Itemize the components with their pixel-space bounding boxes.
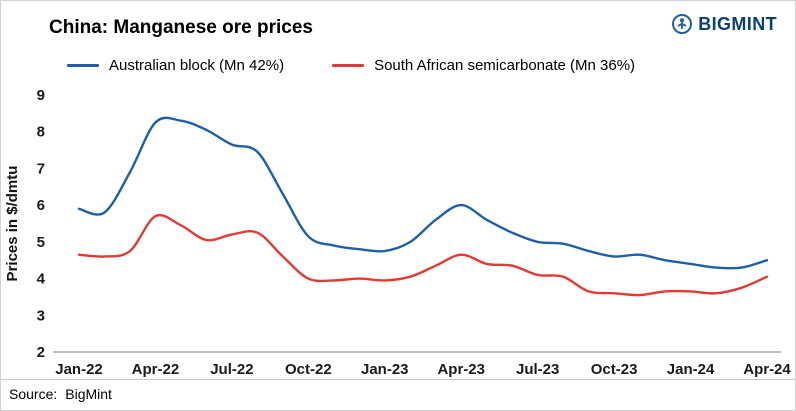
svg-text:Jan-24: Jan-24 [667, 361, 715, 378]
legend-label-australian-block: Australian block (Mn 42%) [109, 57, 285, 74]
page-title: China: Manganese ore prices [49, 17, 313, 38]
chart-legend: Australian block (Mn 42%) South African … [67, 57, 635, 74]
legend-swatch-australian-block [67, 64, 99, 67]
svg-text:Oct-23: Oct-23 [591, 361, 638, 378]
svg-text:5: 5 [37, 234, 45, 251]
legend-swatch-south-african-semicarbonate [332, 64, 365, 67]
svg-text:3: 3 [37, 307, 45, 324]
bigmint-logo-text: BIGMINT [698, 13, 777, 34]
price-chart: 2 3 4 5 6 7 8 9 Jan-22 Apr-22 Jul-22 Oct-22 Jan-23 Ap… [1, 75, 795, 378]
svg-text:Apr-23: Apr-23 [437, 361, 485, 378]
legend-label-south-african-semicarbonate: South African semicarbonate (Mn 36%) [374, 57, 636, 74]
legend-item-australian-block: Australian block (Mn 42%) [67, 57, 284, 74]
bigmint-miner-icon [671, 13, 693, 35]
svg-text:Jan-23: Jan-23 [361, 361, 409, 378]
svg-text:Apr-24: Apr-24 [743, 361, 791, 378]
svg-text:8: 8 [37, 124, 45, 141]
svg-text:Prices in $/dmtu: Prices in $/dmtu [4, 166, 21, 282]
svg-text:6: 6 [37, 197, 45, 214]
svg-text:Jan-22: Jan-22 [55, 361, 103, 378]
svg-text:7: 7 [37, 160, 45, 177]
source-label: Source: [9, 386, 58, 402]
svg-text:Jul-23: Jul-23 [516, 361, 559, 378]
price-chart-svg: 2 3 4 5 6 7 8 9 Jan-22 Apr-22 Jul-22 Oct-22 Jan-23 Ap… [4, 87, 791, 378]
svg-text:2: 2 [37, 344, 45, 361]
legend-item-south-african-semicarbonate: South African semicarbonate (Mn 36%) [332, 57, 635, 74]
bigmint-logo: BIGMINT [671, 13, 777, 35]
svg-text:9: 9 [37, 87, 45, 104]
source-value: BigMint [65, 386, 112, 402]
svg-text:Apr-22: Apr-22 [132, 361, 180, 378]
svg-text:4: 4 [37, 271, 46, 288]
svg-text:Oct-22: Oct-22 [285, 361, 332, 378]
source-note: Source: BigMint [1, 379, 795, 410]
svg-text:Jul-22: Jul-22 [210, 361, 253, 378]
